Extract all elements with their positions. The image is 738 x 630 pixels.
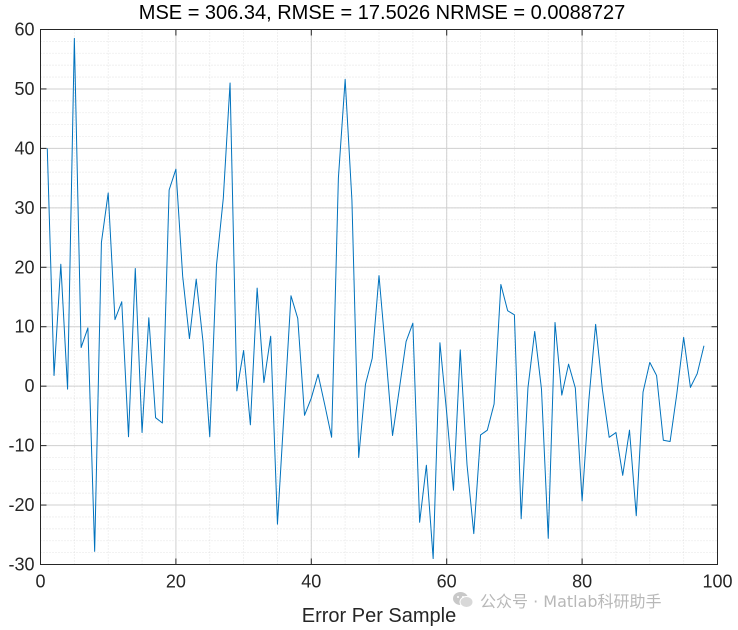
x-axis-label: Error Per Sample bbox=[302, 605, 457, 627]
y-tick-label: 30 bbox=[14, 198, 34, 218]
x-tick-label: 40 bbox=[301, 572, 321, 592]
y-tick-label: 50 bbox=[14, 79, 34, 99]
data-series bbox=[46, 37, 705, 560]
x-tick-label: 100 bbox=[702, 572, 732, 592]
plot-frame bbox=[40, 29, 718, 565]
x-tick-label: 0 bbox=[35, 572, 45, 592]
x-tick-labels: 0 20 40 60 80 100 bbox=[35, 572, 732, 592]
y-tick-label: 60 bbox=[14, 20, 34, 40]
tick-marks bbox=[40, 29, 718, 565]
wechat-icon bbox=[453, 592, 474, 608]
y-tick-label: -10 bbox=[8, 436, 34, 456]
x-tick-label: 60 bbox=[437, 572, 457, 592]
watermark-text: 公众号 · Matlab科研助手 bbox=[480, 592, 662, 611]
chart-title: MSE = 306.34, RMSE = 17.5026 NRMSE = 0.0… bbox=[139, 2, 625, 24]
y-tick-label: 10 bbox=[14, 317, 34, 337]
y-tick-label: 40 bbox=[14, 138, 34, 158]
y-tick-label: -20 bbox=[8, 495, 34, 515]
y-tick-label: 0 bbox=[24, 376, 34, 396]
y-tick-labels: -30 -20 -10 0 10 20 30 40 50 60 bbox=[8, 20, 34, 575]
series-line bbox=[46, 37, 705, 560]
x-tick-label: 20 bbox=[166, 572, 186, 592]
x-tick-label: 80 bbox=[572, 572, 592, 592]
grid bbox=[40, 29, 718, 565]
watermark: 公众号 · Matlab科研助手 bbox=[452, 588, 662, 612]
y-tick-label: 20 bbox=[14, 257, 34, 277]
y-tick-label: -30 bbox=[8, 555, 34, 575]
